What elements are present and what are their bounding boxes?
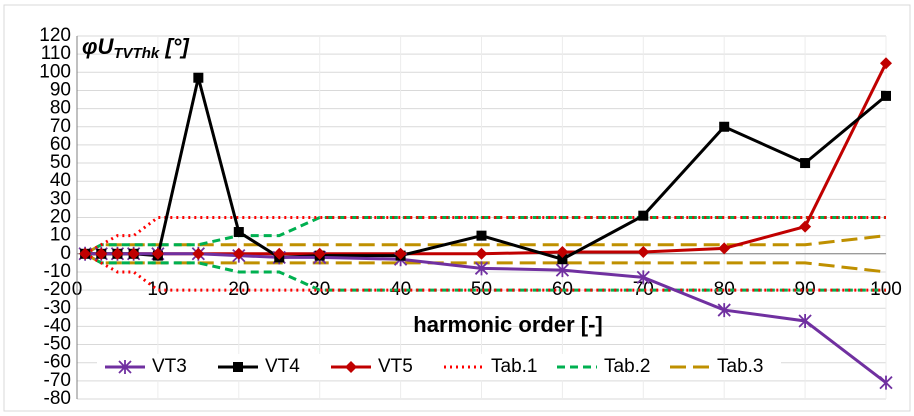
- marker: [880, 57, 892, 70]
- y-tick-label: 0: [60, 243, 71, 264]
- y-tick-label: -70: [44, 370, 71, 391]
- y-tick-label: 20: [50, 207, 71, 228]
- marker: [79, 247, 92, 260]
- y-tick-label: 80: [50, 98, 71, 119]
- title-main: φU: [82, 34, 114, 59]
- chart-title: φUTVThk [°]: [82, 34, 189, 62]
- y-tick-label: -50: [44, 334, 71, 355]
- series-line: [84, 216, 886, 256]
- marker: [719, 121, 730, 132]
- marker: [637, 245, 650, 258]
- marker: [345, 361, 357, 373]
- marker: [394, 247, 407, 260]
- y-tick-label: 10: [50, 225, 71, 246]
- y-tick-label: 30: [50, 188, 71, 209]
- series-layer: [78, 57, 893, 390]
- marker: [476, 230, 487, 241]
- legend-label: VT3: [152, 356, 187, 377]
- title-unit: [°]: [159, 34, 189, 59]
- x-tick-label: 10: [147, 279, 168, 300]
- marker: [233, 227, 244, 238]
- marker: [798, 313, 812, 328]
- legend-label: VT5: [378, 356, 413, 377]
- marker: [555, 263, 570, 278]
- marker: [192, 247, 205, 260]
- y-tick-label: -40: [44, 315, 71, 336]
- marker: [111, 247, 124, 260]
- y-tick-label: 90: [50, 79, 71, 100]
- marker: [95, 247, 108, 260]
- x-axis-label: harmonic order [-]: [413, 312, 602, 337]
- marker: [636, 270, 650, 285]
- y-tick-label: 100: [39, 61, 71, 82]
- x-tick-label: 20: [228, 279, 249, 300]
- marker: [475, 247, 488, 260]
- y-tick-label: -10: [44, 261, 71, 282]
- y-tick-label: 50: [50, 152, 71, 173]
- marker: [313, 247, 326, 260]
- series-line: [84, 252, 887, 274]
- legend-label: VT4: [265, 356, 300, 377]
- marker: [127, 247, 140, 260]
- title-sub: TVThk: [113, 45, 159, 62]
- marker: [881, 90, 891, 101]
- marker: [799, 220, 812, 233]
- y-tick-label: -20: [44, 279, 71, 300]
- y-tick-label: -30: [44, 297, 71, 318]
- chart-border: [3, 4, 911, 412]
- marker: [151, 247, 164, 260]
- marker: [879, 375, 893, 390]
- marker: [638, 210, 649, 221]
- marker: [800, 158, 811, 169]
- legend-box: [97, 354, 781, 380]
- marker: [556, 245, 569, 258]
- series-line: [85, 252, 887, 384]
- x-tick-label: 40: [390, 279, 411, 300]
- y-tick-label: 120: [39, 25, 71, 46]
- marker: [557, 254, 568, 265]
- series-line: [84, 252, 886, 292]
- marker: [474, 261, 489, 276]
- marker: [118, 360, 132, 374]
- marker: [718, 242, 731, 255]
- marker: [717, 303, 731, 318]
- legend: VT3 VT4 VT5 Tab.1 Tab.2 Tab.3: [97, 354, 781, 380]
- legend-label: Tab.2: [604, 356, 650, 377]
- y-tick-label: 70: [50, 116, 71, 137]
- legend-label: Tab.3: [717, 356, 763, 377]
- y-tick-label: -60: [44, 352, 71, 373]
- marker: [193, 72, 204, 83]
- marker: [233, 362, 243, 372]
- legend-label: Tab.1: [491, 356, 537, 377]
- series-line: [84, 234, 887, 256]
- y-tick-label: 110: [41, 43, 71, 64]
- marker: [232, 247, 245, 260]
- y-tick-label: 40: [50, 170, 71, 191]
- y-tick-label: -80: [44, 388, 71, 409]
- y-tick-label: 60: [50, 134, 71, 155]
- marker: [273, 247, 286, 260]
- x-tick-label: 90: [795, 279, 816, 300]
